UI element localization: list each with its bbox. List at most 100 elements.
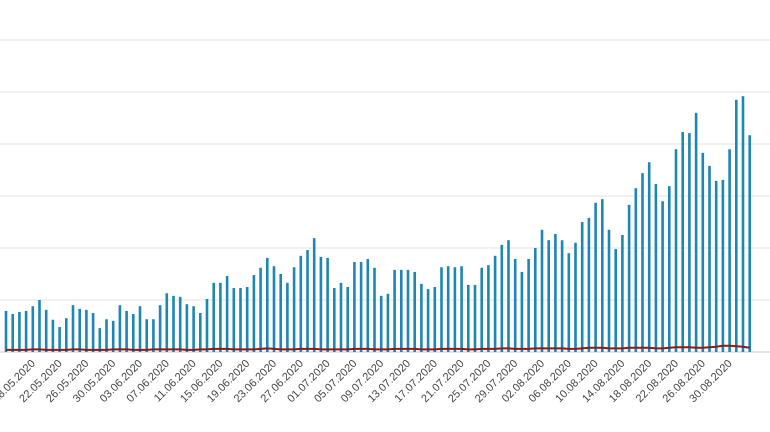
bar (44, 309, 48, 352)
bar (306, 250, 309, 352)
bar (91, 313, 95, 352)
bar (219, 282, 222, 352)
bar (178, 296, 182, 352)
bar (319, 256, 323, 352)
bar (105, 319, 108, 352)
bar (386, 293, 390, 352)
bar (172, 295, 175, 352)
bar (272, 266, 276, 352)
bar (125, 310, 128, 352)
bar (58, 327, 61, 352)
bar (245, 287, 249, 352)
bar (540, 229, 544, 352)
bar (98, 328, 102, 352)
bar (453, 267, 457, 352)
bar (433, 287, 437, 352)
bar (38, 300, 41, 352)
bar (326, 257, 329, 352)
bar (111, 320, 115, 352)
bar (31, 306, 35, 352)
bar (78, 308, 81, 352)
bar (279, 274, 282, 352)
line (6, 344, 750, 351)
bar (654, 184, 658, 352)
bar (51, 319, 55, 352)
bar (741, 96, 745, 352)
bar (574, 242, 577, 352)
bar (266, 257, 269, 352)
bar (65, 318, 68, 352)
bar (460, 266, 463, 352)
bar (688, 133, 691, 352)
bar (85, 309, 88, 352)
bar (735, 99, 738, 352)
bar (473, 284, 477, 352)
bar (627, 204, 631, 352)
bar (379, 295, 383, 352)
bar (668, 186, 671, 352)
bar (594, 202, 597, 352)
bar (239, 288, 242, 352)
bar (440, 267, 443, 352)
bar (534, 248, 537, 352)
bar (132, 314, 135, 352)
bar (587, 217, 591, 352)
bar (520, 271, 524, 352)
bar (225, 276, 229, 352)
bar (674, 149, 678, 352)
bar (681, 132, 684, 352)
bar (721, 179, 725, 352)
bar (607, 229, 611, 352)
bar (393, 269, 396, 352)
bar (232, 288, 236, 352)
bar (560, 240, 564, 352)
bar (513, 258, 517, 352)
bar (118, 305, 122, 352)
bar (24, 310, 28, 352)
bar (647, 162, 651, 352)
bar (567, 253, 571, 352)
bar (480, 267, 483, 352)
bar (714, 180, 718, 352)
bar (406, 269, 410, 352)
bar (165, 293, 169, 352)
bar (299, 255, 303, 352)
bar (728, 149, 731, 352)
bar (413, 271, 416, 352)
bar (708, 165, 711, 352)
bar (547, 240, 550, 352)
bar (426, 289, 430, 352)
bar (346, 287, 349, 352)
bar (11, 314, 14, 352)
bar (701, 152, 705, 352)
bar (359, 262, 363, 352)
bar (621, 235, 624, 352)
bar (400, 269, 403, 352)
bar (192, 306, 195, 352)
bar (493, 255, 497, 352)
bar (4, 310, 8, 352)
bar (199, 313, 202, 352)
bar (366, 258, 370, 352)
bar (446, 266, 450, 352)
bar (339, 282, 343, 352)
bar (467, 284, 470, 352)
bar (333, 288, 336, 352)
bar (18, 311, 21, 352)
bar (252, 275, 256, 352)
bar (661, 201, 664, 352)
bar (205, 298, 209, 352)
bar (748, 135, 751, 352)
bar (487, 265, 490, 352)
bar (420, 283, 423, 352)
bar (152, 319, 155, 352)
bar (580, 222, 584, 352)
bar (614, 249, 617, 352)
bar (634, 188, 638, 352)
bar (145, 319, 148, 352)
bar (507, 240, 510, 352)
bar (212, 282, 215, 352)
bar (527, 258, 530, 352)
bar (138, 306, 142, 352)
